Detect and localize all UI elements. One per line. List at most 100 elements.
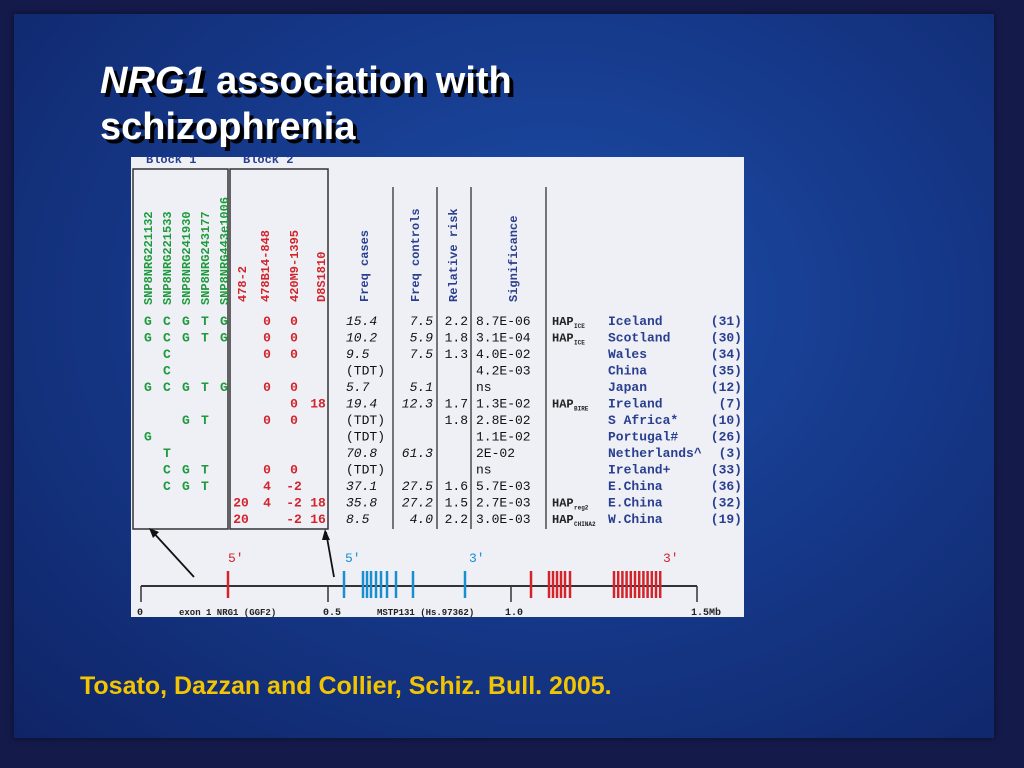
relative-risk: 2.2 [445,314,468,329]
freq-cases: 35.8 [346,496,377,511]
freq-controls: 5.9 [410,331,434,346]
stat-header-3: Significance [507,216,521,302]
reference: (26) [711,430,742,445]
block1-allele: C [163,314,171,329]
reference: (33) [711,463,742,478]
arrow-block1-head [149,528,159,538]
freq-cases: 5.7 [346,380,370,395]
block1-allele: G [144,331,152,346]
block1-allele: G [182,463,190,478]
reference: (12) [711,380,742,395]
block1-marker-3: SNP8NRG243177 [199,211,213,305]
association-figure: Block 1 Block 2 SNP8NRG221132 SNP8NRG221533… [131,157,744,617]
block1-allele: T [201,463,209,478]
significance: 5.7E-03 [476,479,531,494]
block1-allele: T [201,413,209,428]
block1-allele: T [163,446,171,461]
significance: 1.3E-02 [476,397,531,412]
significance: ns [476,380,492,395]
haplotype-label: HAP [552,315,574,329]
block2-allele: 0 [263,463,271,478]
relative-risk: 1.5 [445,496,468,511]
axis-label-4: 1.0 [505,608,523,617]
block1-allele: C [163,331,171,346]
block2-allele: 0 [290,331,298,346]
population: Ireland+ [608,463,671,478]
block1-allele: C [163,380,171,395]
population: Japan [608,380,647,395]
reference: (32) [711,496,742,511]
block1-allele: G [220,380,228,395]
haplotype-label: HAP [552,513,574,527]
significance: 2.8E-02 [476,413,531,428]
freq-controls: 12.3 [402,397,433,412]
relative-risk: 1.3 [445,347,468,362]
freq-controls: 27.2 [402,496,433,511]
freq-cases: 70.8 [346,446,377,461]
arrow-block1 [150,529,195,578]
block2-label: Block 2 [243,157,293,167]
block2-marker-1: 478B14-848 [259,230,273,302]
title-text-line1: association with [205,60,512,102]
block1-allele: T [201,331,209,346]
population: Scotland [608,331,670,346]
freq-cases: 15.4 [346,314,377,329]
slide-title: NRG1 association with schizophrenia [100,58,512,150]
block2-allele: 0 [263,413,271,428]
reference: (10) [711,413,742,428]
arrow-block2-head [322,529,330,540]
block2-allele: 18 [310,397,326,412]
title-gene-name: NRG1 [100,60,206,102]
block1-allele: G [144,430,152,445]
population: Iceland [608,314,663,329]
axis-label-5: 1.5Mb [691,607,721,617]
stat-header-0: Freq cases [358,230,372,302]
population: E.China [608,496,663,511]
population: S Africa* [608,413,678,428]
block2-allele: -2 [286,479,302,494]
haplotype-subscript: ICE [574,340,585,347]
block1-marker-0: SNP8NRG221132 [142,211,156,305]
freq-cases: 10.2 [346,331,377,346]
block1-allele: C [163,364,171,379]
block2-allele: 4 [263,479,271,494]
block1-allele: G [182,314,190,329]
significance: 2E-02 [476,446,515,461]
reference: (31) [711,314,742,329]
block2-allele: 16 [310,512,326,527]
block1-allele: G [220,331,228,346]
block2-allele: 0 [263,347,271,362]
block1-allele: G [220,314,228,329]
significance: 8.7E-06 [476,314,531,329]
block1-allele: T [201,314,209,329]
block2-allele: 4 [263,496,271,511]
block1-marker-4: SNP8NRG443e1006 [218,197,232,305]
block2-allele: 0 [263,380,271,395]
block1-allele: G [144,314,152,329]
reference: (3) [719,446,742,461]
freq-cases: (TDT) [346,463,385,478]
block2-box [229,168,329,530]
block2-allele: 20 [233,512,249,527]
freq-cases: (TDT) [346,364,385,379]
block1-allele: T [201,380,209,395]
significance: 1.1E-02 [476,430,531,445]
haplotype-subscript: CHINA2 [574,521,596,528]
haplotype-subscript: reg2 [574,505,589,512]
freq-controls: 27.5 [402,479,433,494]
reference: (7) [719,397,742,412]
block2-marker-3: D8S1810 [315,252,329,302]
axis-label-3: MSTP131 (Hs.97362) [377,608,474,617]
block2-allele: 0 [290,347,298,362]
gene-end-label-1: 5' [345,551,361,566]
block1-allele: C [163,347,171,362]
block2-allele: -2 [286,496,302,511]
freq-controls: 5.1 [410,380,433,395]
block1-allele: G [182,331,190,346]
axis-label-0: 0 [137,608,143,617]
relative-risk: 2.2 [445,512,468,527]
figure-graphic: Block 1 Block 2 SNP8NRG221132 SNP8NRG221533… [132,157,742,617]
block1-label: Block 1 [146,157,196,167]
freq-controls: 4.0 [410,512,434,527]
block2-marker-0: 478-2 [236,266,250,302]
